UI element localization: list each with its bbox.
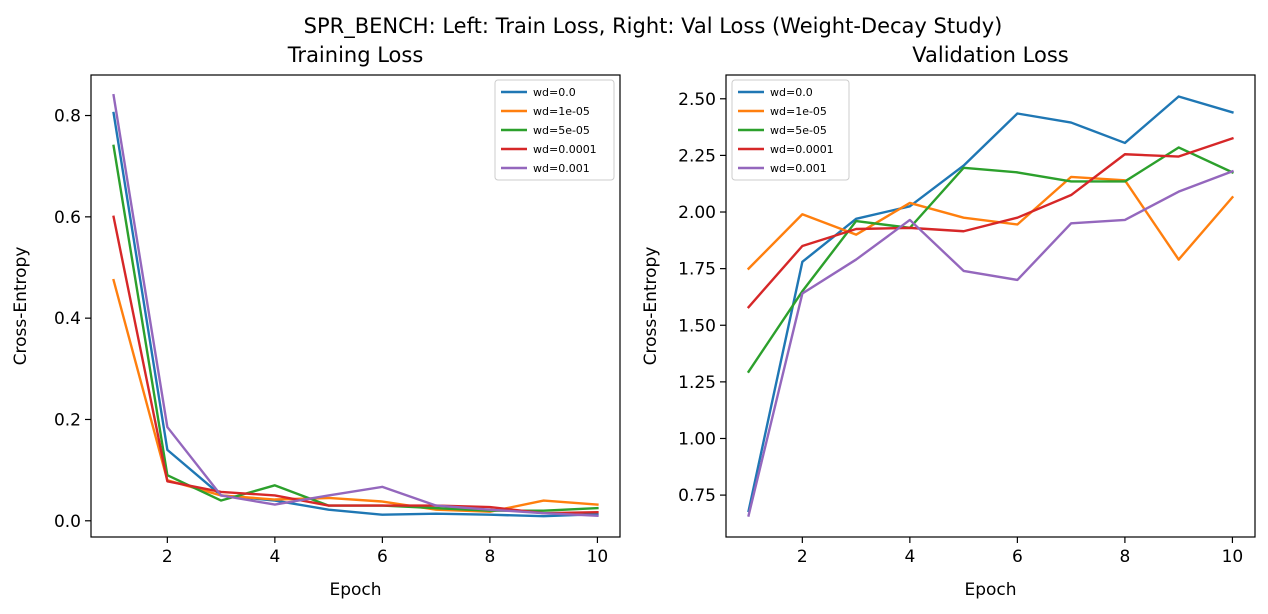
validation-loss-legend-label: wd=0.0001 [770,143,834,156]
validation-loss-y-axis-label: Cross-Entropy [641,247,661,366]
training-loss-y-tick-label: 0.8 [54,107,81,127]
validation-loss-series-group [746,95,1235,517]
validation-loss-y-tick-label: 2.00 [678,203,716,223]
training-loss-series-line-3 [112,215,599,515]
validation-loss-series-line-1 [746,175,1235,271]
validation-loss-series-line-3 [746,136,1234,309]
training-loss-series-line-0 [112,111,599,518]
training-loss-legend-label: wd=1e-05 [533,105,590,118]
training-loss-x-tick-label: 8 [484,547,495,567]
validation-loss-x-tick-label: 2 [797,547,808,567]
training-loss-y-axis-label: Cross-Entropy [11,247,31,366]
training-loss-y-tick-label: 0.2 [54,410,81,430]
validation-loss-x-axis-label: Epoch [964,580,1016,600]
validation-loss-series-line-4 [747,169,1234,517]
figure-suptitle: SPR_BENCH: Left: Train Loss, Right: Val … [304,14,1003,39]
training-loss-series-line-2 [112,144,599,512]
validation-loss-legend: wd=0.0 wd=1e-05 wd=5e-05 wd=0.0001 wd=0.001 [731,79,850,181]
validation-loss-y-tick-label: 1.00 [678,429,716,449]
validation-loss-y-tick-label: 0.75 [678,486,716,506]
validation-loss-series-line-0 [747,95,1234,513]
training-loss-x-axis-label: Epoch [329,580,381,600]
training-loss-x-tick-label: 4 [269,547,280,567]
validation-loss-y-tick-label: 2.25 [678,146,716,166]
training-loss-x-tick-label: 2 [162,547,173,567]
training-loss-series-group [112,93,599,518]
validation-loss-legend-label: wd=1e-05 [770,105,827,118]
training-loss-series-line-1 [112,278,599,513]
training-loss-series-line-4 [112,93,599,517]
training-loss-legend-label: wd=0.0001 [533,143,597,156]
validation-loss-series-line-2 [746,146,1235,374]
training-loss-panel: Training Loss 2 4 6 8 10 0.0 0.2 0.4 0.6 0.8 Epoch C… [11,43,621,600]
validation-loss-legend-label: wd=0.0 [770,86,813,99]
validation-loss-legend-label: wd=0.001 [770,162,827,175]
training-loss-x-tick-label: 10 [587,547,609,567]
training-loss-legend-box [494,79,615,181]
validation-loss-axes-frame [725,74,1256,538]
training-loss-legend: wd=0.0 wd=1e-05 wd=5e-05 wd=0.0001 wd=0.001 [494,79,615,181]
training-loss-title: Training Loss [287,43,424,67]
validation-loss-y-tick-label: 1.75 [678,260,716,280]
validation-loss-y-tick-label: 1.50 [678,316,716,336]
validation-loss-legend-label: wd=5e-05 [770,124,827,137]
validation-loss-panel: Validation Loss 2 4 6 8 10 0.75 1.00 1.25 1.50 1.7… [641,43,1256,600]
training-loss-legend-label: wd=0.0 [533,86,576,99]
validation-loss-x-tick-label: 6 [1012,547,1023,567]
training-loss-y-tick-label: 0.6 [54,208,81,228]
training-loss-x-tick-label: 6 [377,547,388,567]
training-loss-legend-label: wd=5e-05 [533,124,590,137]
validation-loss-title: Validation Loss [912,43,1068,67]
training-loss-legend-label: wd=0.001 [533,162,590,175]
validation-loss-legend-box [731,79,850,181]
validation-loss-x-tick-label: 4 [904,547,915,567]
validation-loss-y-tick-label: 1.25 [678,373,716,393]
training-loss-y-tick-label: 0.4 [54,309,81,329]
validation-loss-y-tick-label: 2.50 [678,90,716,110]
validation-loss-x-tick-label: 10 [1222,547,1244,567]
training-loss-y-tick-label: 0.0 [54,512,81,532]
validation-loss-x-tick-label: 8 [1119,547,1130,567]
training-loss-axes-frame [90,74,621,538]
